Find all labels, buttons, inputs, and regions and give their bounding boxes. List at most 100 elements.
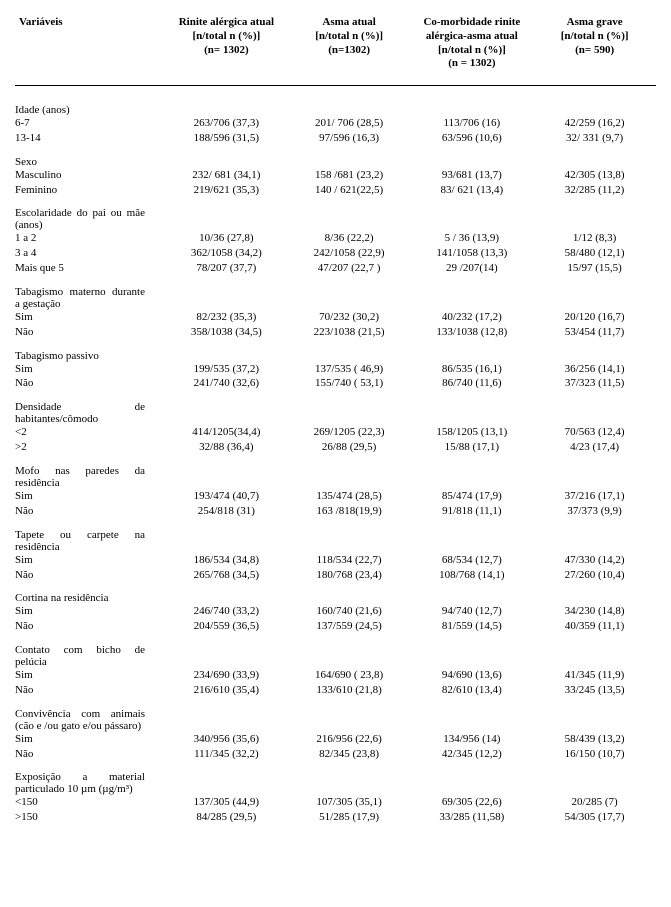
cell-value: 51/285 (17,9) bbox=[288, 810, 411, 825]
cell-value: 42/345 (12,2) bbox=[411, 747, 534, 762]
cell-value: 223/1038 (21,5) bbox=[288, 325, 411, 340]
cell-value: 82/232 (35,3) bbox=[165, 310, 288, 325]
cell-value: 158/1205 (13,1) bbox=[411, 425, 534, 440]
table-row: Sim340/956 (35,6)216/956 (22,6)134/956 (… bbox=[15, 732, 656, 747]
col0-title: Variáveis bbox=[19, 16, 63, 28]
cell-value: 32/285 (11,2) bbox=[533, 183, 656, 198]
cell-value: 193/474 (40,7) bbox=[165, 489, 288, 504]
table-row: Não241/740 (32,6)155/740 ( 53,1)86/740 (… bbox=[15, 376, 656, 391]
row-label: Não bbox=[15, 568, 165, 583]
cell-value: 137/559 (24,5) bbox=[288, 619, 411, 634]
table-row: Sim82/232 (35,3)70/232 (30,2)40/232 (17,… bbox=[15, 310, 656, 325]
row-label: Não bbox=[15, 376, 165, 391]
section-label: Densidade de habitantes/cômodo bbox=[15, 391, 165, 425]
row-label: 1 a 2 bbox=[15, 231, 165, 246]
cell-value: 133/1038 (12,8) bbox=[411, 325, 534, 340]
cell-value: 37/373 (9,9) bbox=[533, 504, 656, 519]
cell-value: 15/97 (15,5) bbox=[533, 261, 656, 276]
cell-value: 186/534 (34,8) bbox=[165, 553, 288, 568]
cell-value: 82/345 (23,8) bbox=[288, 747, 411, 762]
cell-value: 164/690 ( 23,8) bbox=[288, 668, 411, 683]
cell-value: 141/1058 (13,3) bbox=[411, 246, 534, 261]
table-row: 3 a 4362/1058 (34,2)242/1058 (22,9)141/1… bbox=[15, 246, 656, 261]
row-label: Masculino bbox=[15, 168, 165, 183]
cell-value: 134/956 (14) bbox=[411, 732, 534, 747]
cell-value: 234/690 (33,9) bbox=[165, 668, 288, 683]
table-row: Feminino219/621 (35,3)140 / 621(22,5)83/… bbox=[15, 183, 656, 198]
section-label: Tapete ou carpete na residência bbox=[15, 519, 165, 553]
table-row: 13-14188/596 (31,5)97/596 (16,3)63/596 (… bbox=[15, 131, 656, 146]
data-table: Variáveis Rinite alérgica atual [n/total… bbox=[15, 10, 656, 825]
row-label: Não bbox=[15, 747, 165, 762]
cell-value: 1/12 (8,3) bbox=[533, 231, 656, 246]
cell-value: 41/345 (11,9) bbox=[533, 668, 656, 683]
table-row: Sim234/690 (33,9)164/690 ( 23,8)94/690 (… bbox=[15, 668, 656, 683]
row-label: Sim bbox=[15, 310, 165, 325]
cell-value: 85/474 (17,9) bbox=[411, 489, 534, 504]
cell-value: 84/285 (29,5) bbox=[165, 810, 288, 825]
row-label: Mais que 5 bbox=[15, 261, 165, 276]
section-label: Mofo nas paredes da residência bbox=[15, 455, 165, 489]
cell-value: 414/1205(34,4) bbox=[165, 425, 288, 440]
cell-value: 63/596 (10,6) bbox=[411, 131, 534, 146]
table-row: >15084/285 (29,5)51/285 (17,9)33/285 (11… bbox=[15, 810, 656, 825]
table-row: Sim193/474 (40,7)135/474 (28,5)85/474 (1… bbox=[15, 489, 656, 504]
cell-value: 216/610 (35,4) bbox=[165, 683, 288, 698]
cell-value: 32/ 331 (9,7) bbox=[533, 131, 656, 146]
cell-value: 82/610 (13,4) bbox=[411, 683, 534, 698]
cell-value: 47/207 (22,7 ) bbox=[288, 261, 411, 276]
cell-value: 86/740 (11,6) bbox=[411, 376, 534, 391]
row-label: Não bbox=[15, 683, 165, 698]
cell-value: 108/768 (14,1) bbox=[411, 568, 534, 583]
table-row: Mais que 578/207 (37,7)47/207 (22,7 )29 … bbox=[15, 261, 656, 276]
cell-value: 42/259 (16,2) bbox=[533, 116, 656, 131]
cell-value: 68/534 (12,7) bbox=[411, 553, 534, 568]
row-label: 6-7 bbox=[15, 116, 165, 131]
cell-value: 15/88 (17,1) bbox=[411, 440, 534, 455]
cell-value: 83/ 621 (13,4) bbox=[411, 183, 534, 198]
cell-value: 4/23 (17,4) bbox=[533, 440, 656, 455]
cell-value: 58/480 (12,1) bbox=[533, 246, 656, 261]
cell-value: 26/88 (29,5) bbox=[288, 440, 411, 455]
cell-value: 86/535 (16,1) bbox=[411, 362, 534, 377]
cell-value: 362/1058 (34,2) bbox=[165, 246, 288, 261]
row-label: Sim bbox=[15, 489, 165, 504]
cell-value: 163 /818(19,9) bbox=[288, 504, 411, 519]
cell-value: 29 /207(14) bbox=[411, 261, 534, 276]
cell-value: 58/439 (13,2) bbox=[533, 732, 656, 747]
table-row: Não358/1038 (34,5)223/1038 (21,5)133/103… bbox=[15, 325, 656, 340]
section-label: Convivência com animais (cão e /ou gato … bbox=[15, 698, 165, 732]
cell-value: 340/956 (35,6) bbox=[165, 732, 288, 747]
row-label: Sim bbox=[15, 553, 165, 568]
cell-value: 8/36 (22,2) bbox=[288, 231, 411, 246]
table-row: 6-7263/706 (37,3)201/ 706 (28,5)113/706 … bbox=[15, 116, 656, 131]
cell-value: 107/305 (35,1) bbox=[288, 795, 411, 810]
cell-value: 246/740 (33,2) bbox=[165, 604, 288, 619]
row-label: Não bbox=[15, 325, 165, 340]
cell-value: 242/1058 (22,9) bbox=[288, 246, 411, 261]
cell-value: 241/740 (32,6) bbox=[165, 376, 288, 391]
cell-value: 97/596 (16,3) bbox=[288, 131, 411, 146]
cell-value: 216/956 (22,6) bbox=[288, 732, 411, 747]
cell-value: 91/818 (11,1) bbox=[411, 504, 534, 519]
row-label: Não bbox=[15, 504, 165, 519]
cell-value: 34/230 (14,8) bbox=[533, 604, 656, 619]
row-label: <150 bbox=[15, 795, 165, 810]
cell-value: 16/150 (10,7) bbox=[533, 747, 656, 762]
section-label: Escolaridade do pai ou mãe (anos) bbox=[15, 197, 165, 231]
cell-value: 111/345 (32,2) bbox=[165, 747, 288, 762]
cell-value: 54/305 (17,7) bbox=[533, 810, 656, 825]
row-label: 13-14 bbox=[15, 131, 165, 146]
cell-value: 70/232 (30,2) bbox=[288, 310, 411, 325]
table-row: Sim199/535 (37,2)137/535 ( 46,9)86/535 (… bbox=[15, 362, 656, 377]
row-label: Sim bbox=[15, 668, 165, 683]
cell-value: 33/245 (13,5) bbox=[533, 683, 656, 698]
table-row: Sim246/740 (33,2)160/740 (21,6)94/740 (1… bbox=[15, 604, 656, 619]
cell-value: 263/706 (37,3) bbox=[165, 116, 288, 131]
cell-value: 137/305 (44,9) bbox=[165, 795, 288, 810]
cell-value: 265/768 (34,5) bbox=[165, 568, 288, 583]
cell-value: 81/559 (14,5) bbox=[411, 619, 534, 634]
cell-value: 140 / 621(22,5) bbox=[288, 183, 411, 198]
cell-value: 219/621 (35,3) bbox=[165, 183, 288, 198]
cell-value: 47/330 (14,2) bbox=[533, 553, 656, 568]
